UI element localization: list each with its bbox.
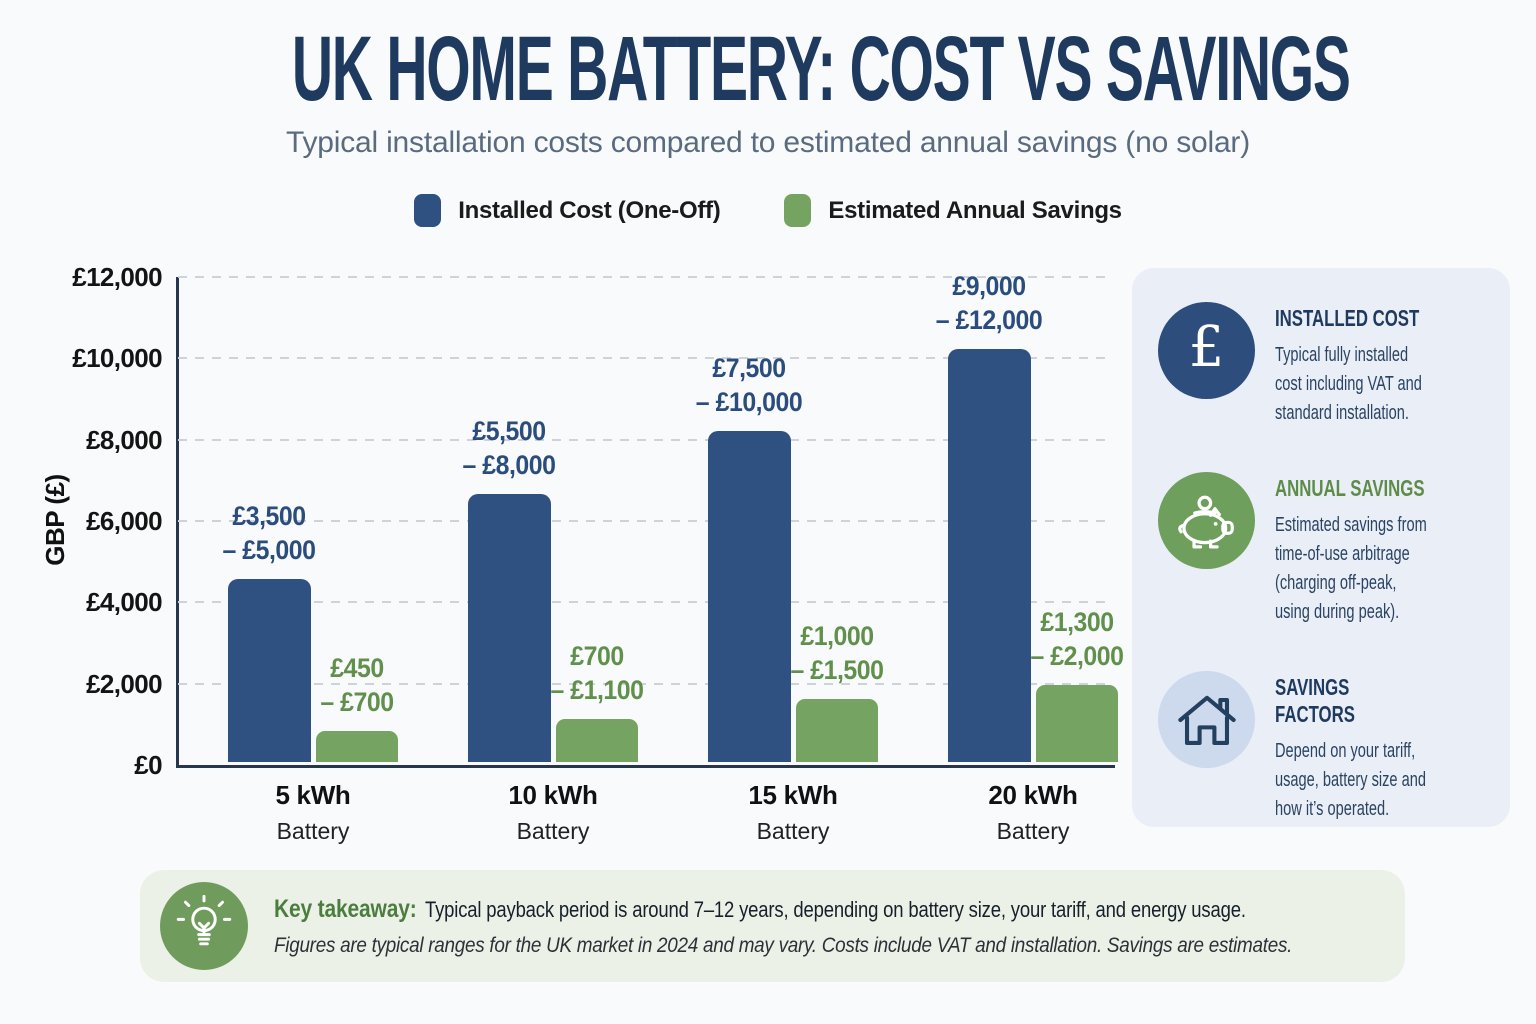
key-takeaway-label: Key takeaway: xyxy=(274,894,417,923)
range-label-line: – £12,000 xyxy=(935,305,1043,335)
range-label-line: £450 xyxy=(330,653,384,683)
range-label-line: – £5,000 xyxy=(222,535,316,565)
installed-cost-bar xyxy=(468,494,551,762)
installed-cost-range-label: £3,500 – £5,000 xyxy=(168,499,370,567)
y-tick-label: £12,000 xyxy=(72,262,162,292)
x-category-label: 15 kWh Battery xyxy=(683,780,903,845)
installed-cost-range-label: £5,500 – £8,000 xyxy=(408,414,610,482)
gridline xyxy=(178,682,1113,685)
gridline xyxy=(178,357,1113,360)
piggy-bank-icon xyxy=(1158,472,1255,569)
battery-size-label: 15 kWh xyxy=(748,780,838,810)
annual-savings-range-label: £1,300 – £2,000 xyxy=(976,605,1178,673)
bar-chart-plot-area: £0 £2,000 £4,000 £6,000 £8,000 £10,000 £12,000… xyxy=(72,263,1124,844)
installed-cost-bar xyxy=(708,431,791,762)
info-card-body: Typical fully installed cost including V… xyxy=(1275,344,1422,424)
annual-savings-range-label: £700 – £1,100 xyxy=(496,639,698,707)
pound-icon: £ xyxy=(1158,302,1255,399)
legend-item-estimated-annual-savings: Estimated Annual Savings xyxy=(784,194,1122,227)
y-tick-label: £6,000 xyxy=(86,506,163,536)
info-card-body: Depend on your tariff, usage, battery si… xyxy=(1275,740,1426,820)
annual-savings-bar xyxy=(316,731,398,762)
info-card-title: ANNUAL SAVINGS xyxy=(1275,475,1425,501)
installed-cost-bar xyxy=(948,349,1031,762)
info-card-body: Estimated savings from time-of-use arbit… xyxy=(1275,514,1427,623)
range-label-line: £1,300 xyxy=(1040,607,1114,637)
x-axis-line xyxy=(176,765,1115,768)
info-card-title: INSTALLED COST xyxy=(1275,305,1420,331)
range-label-line: £700 xyxy=(570,641,624,671)
legend-label: Estimated Annual Savings xyxy=(828,196,1122,224)
range-label-line: £1,000 xyxy=(800,621,874,651)
installed-cost-range-label: £9,000 – £12,000 xyxy=(888,269,1090,337)
y-tick-label: £2,000 xyxy=(86,668,163,699)
key-takeaway-box: Key takeaway: Typical payback period is a… xyxy=(140,870,1405,982)
legend-swatch-installed-cost-one-off xyxy=(414,194,442,227)
range-label-line: – £700 xyxy=(320,687,394,717)
annual-savings-range-label: £450 – £700 xyxy=(256,651,458,719)
range-label-line: £7,500 xyxy=(712,353,786,383)
installed-cost-bar xyxy=(228,579,311,762)
key-takeaway-text: Key takeaway: Typical payback period is a… xyxy=(274,894,1246,923)
y-tick-label: £8,000 xyxy=(86,424,163,455)
gridline xyxy=(178,601,1113,604)
info-card-title: SAVINGS FACTORS xyxy=(1275,674,1355,727)
battery-size-label: 10 kWh xyxy=(508,780,598,810)
gridline xyxy=(178,520,1113,522)
legend: Installed Cost (One-Off) Estimated Annual… xyxy=(0,194,1536,227)
y-tick-label: £10,000 xyxy=(72,343,162,374)
info-card-annual-savings: ANNUAL SAVINGS Estimated savings from ti… xyxy=(1158,472,1486,627)
y-tick-label: £4,000 xyxy=(86,587,163,618)
annual-savings-bar xyxy=(556,719,638,762)
lightbulb-icon xyxy=(160,882,248,970)
page-title: UK HOME BATTERY: COST VS SAVINGS xyxy=(291,18,1351,120)
battery-sublabel: Battery xyxy=(756,818,830,844)
y-axis-line xyxy=(176,277,179,768)
gridline xyxy=(178,276,1113,278)
house-icon xyxy=(1158,671,1255,768)
battery-size-label: 20 kWh xyxy=(988,780,1078,810)
range-label-line: – £8,000 xyxy=(462,450,556,480)
battery-sublabel: Battery xyxy=(516,818,590,844)
range-label-line: £3,500 xyxy=(232,501,306,531)
legend-swatch-estimated-annual-savings xyxy=(784,194,812,227)
legend-item-installed-cost-one-off: Installed Cost (One-Off) xyxy=(414,194,721,227)
battery-size-label: 5 kWh xyxy=(275,780,351,810)
range-label-line: – £10,000 xyxy=(695,387,803,417)
gridline xyxy=(178,438,1113,441)
takeaway-footnote: Figures are typical ranges for the UK ma… xyxy=(274,933,1293,957)
annual-savings-bar xyxy=(796,699,878,762)
page-subtitle: Typical installation costs compared to e… xyxy=(285,126,1251,159)
sidebar-panel: £ INSTALLED COST Typical fully installed… xyxy=(1132,268,1510,827)
range-label-line: – £1,100 xyxy=(550,675,644,705)
x-category-label: 5 kWh Battery xyxy=(203,780,423,845)
range-label-line: £9,000 xyxy=(952,271,1026,301)
installed-cost-range-label: £7,500 – £10,000 xyxy=(648,351,850,419)
info-card-installed-cost: £ INSTALLED COST Typical fully installed… xyxy=(1158,302,1486,428)
x-category-label: 10 kWh Battery xyxy=(443,780,663,845)
legend-label: Installed Cost (One-Off) xyxy=(458,196,721,224)
battery-sublabel: Battery xyxy=(276,818,350,844)
battery-sublabel: Battery xyxy=(996,818,1070,844)
annual-savings-range-label: £1,000 – £1,500 xyxy=(736,619,938,687)
range-label-line: – £2,000 xyxy=(1030,641,1124,671)
range-label-line: – £1,500 xyxy=(790,655,884,685)
y-tick-label: £0 xyxy=(134,750,162,780)
annual-savings-bar xyxy=(1036,685,1118,762)
x-category-label: 20 kWh Battery xyxy=(923,780,1143,845)
info-card-savings-factors: SAVINGS FACTORS Depend on your tariff, u… xyxy=(1158,671,1486,824)
range-label-line: £5,500 xyxy=(472,416,546,446)
